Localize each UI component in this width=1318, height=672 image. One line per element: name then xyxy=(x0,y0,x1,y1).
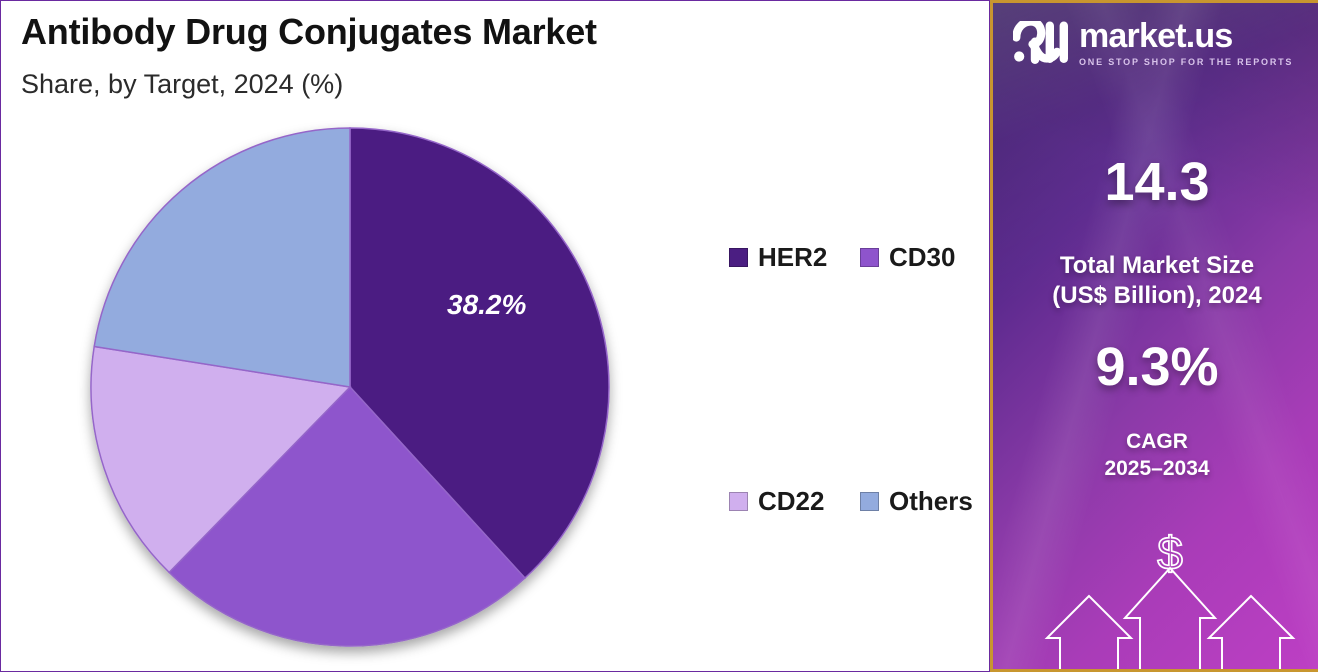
svg-text:$: $ xyxy=(1157,527,1183,579)
